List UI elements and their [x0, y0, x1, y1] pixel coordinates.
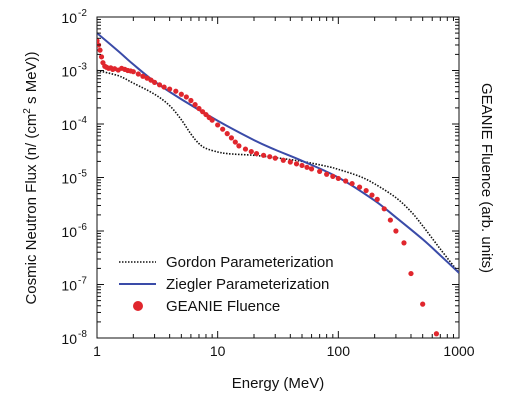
data-point [308, 166, 315, 172]
data-point [224, 131, 230, 137]
data-point [280, 157, 286, 163]
y-tick-label-exponent: -8 [78, 329, 87, 340]
y-tick-label-exponent: -7 [78, 276, 87, 287]
data-point [156, 82, 163, 88]
data-point [130, 69, 136, 75]
data-point [356, 184, 363, 190]
data-point [408, 270, 414, 277]
y-tick-label: 10 [61, 171, 77, 187]
legend-label: Ziegler Parameterization [166, 276, 329, 293]
data-point [299, 162, 305, 169]
data-point [272, 155, 278, 161]
y-axis-label-right: GEANIE Fluence (arb. units) [478, 83, 495, 273]
data-point [393, 228, 399, 234]
data-point [374, 196, 380, 202]
x-tick-label: 100 [327, 343, 351, 359]
data-point [330, 173, 336, 179]
y-tick-label-exponent: -4 [78, 115, 87, 126]
y-tick-label-exponent: -6 [78, 222, 87, 233]
series-geanie-fluence [97, 38, 440, 337]
data-point [287, 159, 293, 165]
data-point [97, 47, 103, 53]
data-point [260, 152, 267, 158]
data-point [317, 168, 323, 174]
data-point [192, 102, 198, 108]
data-point [135, 71, 141, 77]
y-axis-label-left: Cosmic Neutron Flux (n/ (cm2 s MeV)) [22, 51, 40, 304]
y-tick-label-exponent: -5 [78, 169, 87, 180]
y-tick-label: 10 [61, 117, 77, 133]
data-point [98, 54, 105, 60]
data-point [343, 178, 349, 184]
data-point [183, 94, 189, 100]
series-line [97, 32, 459, 274]
y-tick-label-exponent: -3 [78, 62, 87, 73]
y-tick-label-exponent: -2 [78, 8, 87, 19]
data-point [167, 86, 173, 92]
data-point [97, 38, 100, 44]
data-point [215, 122, 221, 128]
data-point [324, 171, 330, 177]
data-point [387, 217, 393, 223]
series-layer [97, 32, 459, 337]
data-point [293, 161, 300, 167]
data-point [304, 164, 310, 170]
x-axis-label: Energy (MeV) [232, 375, 325, 392]
data-point [369, 192, 375, 198]
y-tick-label: 10 [61, 64, 77, 80]
data-point [188, 97, 194, 104]
legend: Gordon Parameterization Ziegler Parameter… [119, 254, 334, 315]
data-point [144, 75, 150, 81]
data-point [178, 91, 184, 97]
legend-label: Gordon Parameterization [166, 254, 334, 271]
data-point [401, 240, 407, 246]
y-tick-label: 10 [61, 278, 77, 294]
legend-label: GEANIE Fluence [166, 298, 280, 315]
y-tick-label: 10 [61, 331, 77, 347]
data-point [253, 150, 260, 157]
data-point [228, 135, 235, 141]
data-point [420, 301, 426, 307]
data-point [161, 84, 167, 90]
data-point [196, 105, 202, 112]
data-point [248, 148, 254, 155]
data-point [267, 154, 273, 160]
data-point [220, 126, 226, 132]
y-tick-label: 10 [61, 10, 77, 26]
x-tick-label: 1 [93, 343, 101, 359]
data-point [349, 180, 355, 187]
data-point [236, 143, 242, 149]
data-point [199, 109, 206, 115]
data-point [173, 88, 179, 94]
data-point [232, 139, 238, 145]
data-point [209, 117, 215, 123]
data-point [242, 146, 249, 152]
data-point [140, 73, 146, 79]
x-tick-label: 10 [210, 343, 226, 359]
series-ziegler-parameterization [97, 32, 459, 274]
legend-swatch [133, 301, 143, 311]
x-tick-label: 1000 [443, 343, 474, 359]
data-point [433, 331, 440, 337]
y-tick-label: 10 [61, 224, 77, 240]
data-point [363, 187, 369, 194]
data-point [335, 175, 341, 182]
data-point [151, 79, 158, 85]
data-point [381, 206, 387, 212]
